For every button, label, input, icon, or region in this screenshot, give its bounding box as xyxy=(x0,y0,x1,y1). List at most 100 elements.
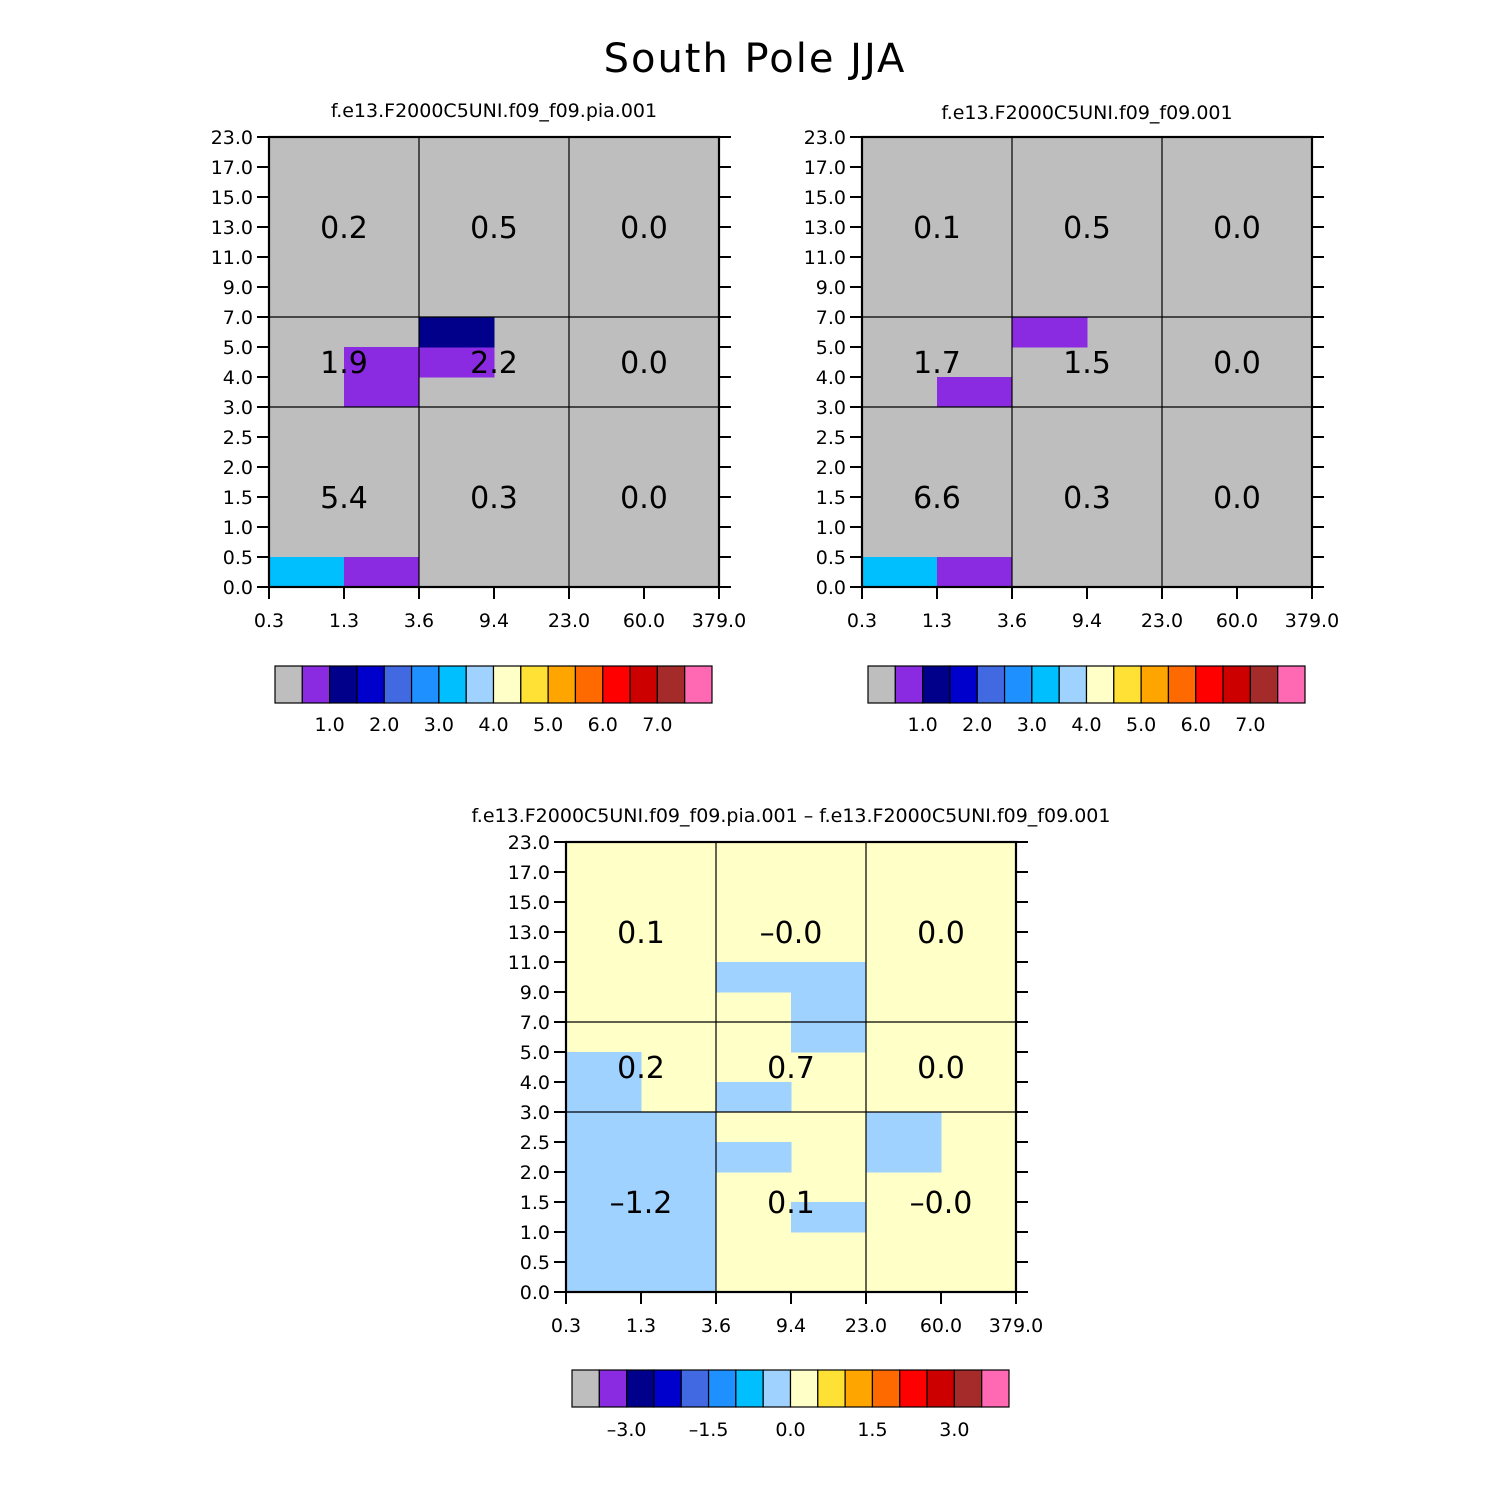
colorbar-box xyxy=(598,1369,628,1408)
x-tick-label: 1.3 xyxy=(922,610,952,632)
y-tick-label: 15.0 xyxy=(508,892,550,914)
x-tick-label: 0.3 xyxy=(551,1315,581,1337)
x-tick-label: 3.6 xyxy=(404,610,434,632)
heatmap-cell xyxy=(566,1052,642,1083)
colorbar-box xyxy=(1085,665,1115,704)
colorbar-label: 5.0 xyxy=(1126,714,1156,736)
colorbar-box xyxy=(626,1369,655,1408)
panel-control: f.e13.F2000C5UNI.f09_f09.001 0.0 0.5 1.0 1.… xyxy=(804,102,1340,736)
y-tick-label: 1.0 xyxy=(223,517,253,539)
cell-value-label: 0.3 xyxy=(470,481,518,516)
y-tick-label: 4.0 xyxy=(520,1072,550,1094)
y-tick-label: 5.0 xyxy=(816,337,846,359)
colorbar-box xyxy=(274,665,303,704)
colorbar-box xyxy=(953,1369,983,1408)
cell-value-label: 0.2 xyxy=(320,211,368,246)
y-tick-label: 5.0 xyxy=(223,337,253,359)
x-tick-label: 379.0 xyxy=(692,610,746,632)
y-tick-label: 3.0 xyxy=(520,1102,550,1124)
colorbar-label: 4.0 xyxy=(478,714,508,736)
y-tick-label: 2.0 xyxy=(816,457,846,479)
y-tick-label: 2.5 xyxy=(520,1132,550,1154)
x-tick-label: 0.3 xyxy=(254,610,284,632)
colorbar-box xyxy=(1222,665,1251,704)
colorbar-box xyxy=(1113,665,1142,704)
y-tick-label: 1.5 xyxy=(520,1192,550,1214)
heatmap-cell xyxy=(641,1202,717,1233)
colorbar-label: 3.0 xyxy=(939,1419,969,1441)
colorbar-box xyxy=(329,665,358,704)
heatmap-cell xyxy=(566,1172,642,1203)
y-tick-label: 5.0 xyxy=(520,1042,550,1064)
colorbar-box xyxy=(922,665,951,704)
colorbar-box xyxy=(1167,665,1197,704)
figure-title: South Pole JJA xyxy=(604,36,907,82)
y-tick-label: 2.0 xyxy=(520,1162,550,1184)
panel-title: f.e13.F2000C5UNI.f09_f09.pia.001 – f.e13… xyxy=(472,805,1111,827)
colorbar-label: 6.0 xyxy=(588,714,618,736)
heatmap-cell xyxy=(566,1082,642,1113)
heatmap-cell xyxy=(269,557,345,588)
cell-value-label: –0.0 xyxy=(760,916,823,951)
cell-value-label: 0.0 xyxy=(917,1051,965,1086)
colorbar-box xyxy=(492,665,522,704)
cell-value-label: –1.2 xyxy=(610,1186,673,1221)
colorbar-box xyxy=(894,665,924,704)
colorbar-label: 2.0 xyxy=(369,714,399,736)
y-tick-label: 7.0 xyxy=(816,307,846,329)
y-tick-label: 17.0 xyxy=(804,157,846,179)
heatmap-cell xyxy=(566,1142,642,1173)
colorbar-label: 3.0 xyxy=(1017,714,1047,736)
x-tick-label: 60.0 xyxy=(920,1315,962,1337)
colorbar-label: 6.0 xyxy=(1181,714,1211,736)
y-tick-label: 17.0 xyxy=(211,157,253,179)
y-tick-label: 11.0 xyxy=(804,247,846,269)
x-tick-label: 0.3 xyxy=(847,610,877,632)
heatmap-cell xyxy=(641,1142,717,1173)
heatmap-cell xyxy=(866,1142,942,1173)
y-tick-label: 3.0 xyxy=(816,397,846,419)
heatmap-cell xyxy=(862,557,938,588)
y-tick-label: 2.5 xyxy=(223,427,253,449)
colorbar-label: 2.0 xyxy=(962,714,992,736)
colorbar-box xyxy=(1058,665,1088,704)
y-tick-label: 13.0 xyxy=(211,217,253,239)
cell-value-label: 0.5 xyxy=(1063,211,1111,246)
colorbar-box xyxy=(867,665,896,704)
cell-value-label: 0.2 xyxy=(617,1051,665,1086)
x-tick-label: 1.3 xyxy=(329,610,359,632)
x-tick-label: 23.0 xyxy=(1141,610,1183,632)
colorbar-label: 7.0 xyxy=(1235,714,1265,736)
colorbar-box xyxy=(949,665,978,704)
y-tick-label: 23.0 xyxy=(508,832,550,854)
colorbar-box xyxy=(465,665,495,704)
colorbar-box xyxy=(602,665,631,704)
colorbar-box xyxy=(762,1369,792,1408)
colorbar-label: –1.5 xyxy=(689,1419,729,1441)
x-tick-label: 23.0 xyxy=(845,1315,887,1337)
panel-title: f.e13.F2000C5UNI.f09_f09.pia.001 xyxy=(331,100,657,122)
heatmap-cell xyxy=(641,1172,717,1203)
heatmap-cell xyxy=(641,1232,717,1263)
colorbar-box xyxy=(789,1369,819,1408)
y-tick-label: 15.0 xyxy=(804,187,846,209)
colorbar-box xyxy=(629,665,658,704)
colorbar-box xyxy=(680,1369,710,1408)
colorbar-box xyxy=(1249,665,1279,704)
colorbar-box xyxy=(301,665,331,704)
y-tick-label: 15.0 xyxy=(211,187,253,209)
colorbar-box xyxy=(817,1369,846,1408)
cell-value-label: 0.0 xyxy=(1213,346,1261,381)
cell-value-label: 0.0 xyxy=(917,916,965,951)
heatmap-cell xyxy=(419,347,495,378)
cell-value-label: 0.0 xyxy=(620,211,668,246)
cell-value-label: 0.3 xyxy=(1063,481,1111,516)
y-tick-label: 2.0 xyxy=(223,457,253,479)
cell-value-label: 2.2 xyxy=(470,346,518,381)
y-tick-label: 4.0 xyxy=(223,367,253,389)
colorbar-box xyxy=(1031,665,1060,704)
colorbar-label: 4.0 xyxy=(1071,714,1101,736)
colorbar-box xyxy=(438,665,467,704)
y-tick-label: 3.0 xyxy=(223,397,253,419)
x-tick-label: 3.6 xyxy=(997,610,1027,632)
